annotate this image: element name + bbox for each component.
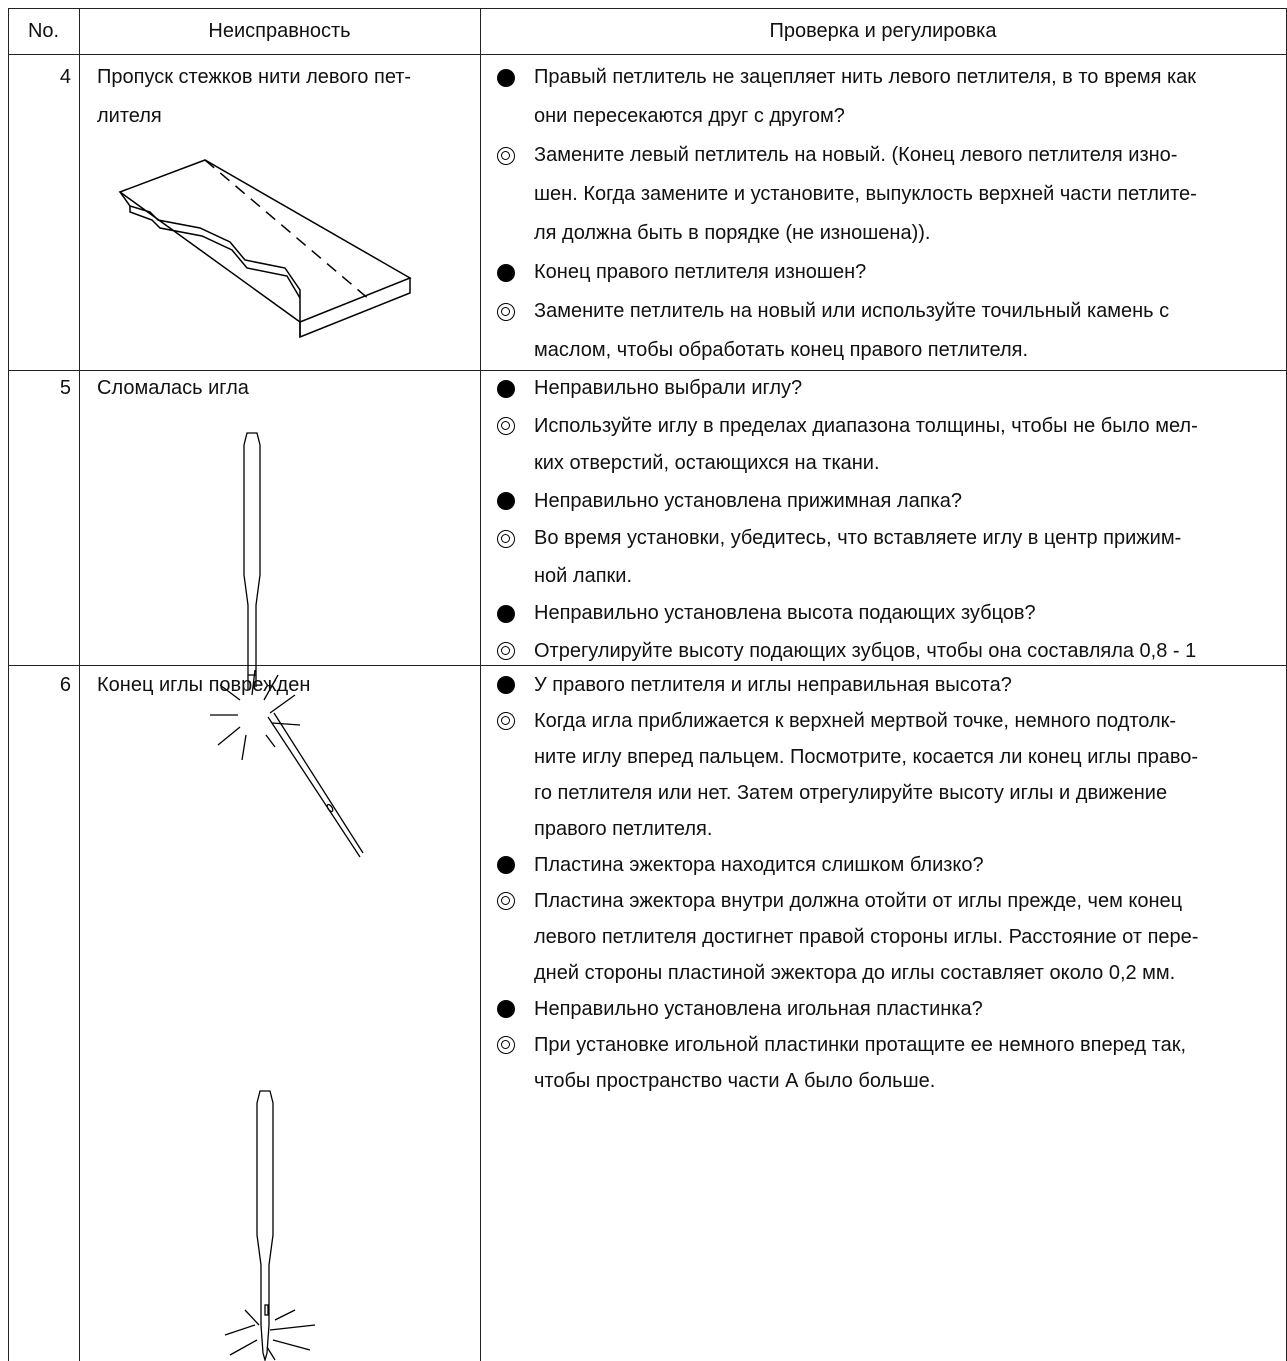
row-number: 4 [59,66,71,88]
check-cell: Неправильно выбрали иглу? Используйте игл… [480,370,1286,665]
bullet-fix [497,892,515,910]
problem-cell: Конец иглы поврежден [79,665,480,703]
check-line: Неправильно установлена прижимная лапка? [497,483,1278,521]
fix-line: ните иглу вперед пальцем. Посмотрите, ко… [534,746,1199,768]
problem-line: Конец иглы поврежден [97,674,311,696]
problem-line: лителя [97,105,162,127]
border [8,370,1287,371]
check-line: Пластина эжектора находится слишком близ… [497,847,1278,883]
fix-line: маслом, чтобы обработать конец правого п… [534,339,1029,361]
border [480,8,481,1361]
check-line: У правого петлителя и иглы неправильная … [497,667,1278,703]
border [8,665,1287,666]
fix-line: левого петлителя достигнет правой сторон… [534,926,1199,948]
check-line: Правый петлитель не зацепляет нить левог… [497,58,1278,97]
bullet-fix [497,1036,515,1054]
bullet-check [497,68,515,87]
problem-cell: Сломалась игла [79,370,480,408]
fix-line: При установке игольной пластинки протащи… [497,1027,1278,1063]
needle-damaged-illustration [224,1090,316,1361]
bullet-fix [497,302,515,321]
row-number: 6 [59,674,71,696]
fix-line: шен. Когда замените и установите, выпукл… [534,183,1197,205]
bullet-check [497,379,515,398]
border [8,54,1287,55]
check-line: Неправильно выбрали иглу? [497,370,1278,408]
fabric-illustration [118,159,412,339]
check-line: Неправильно установлена высота подающих … [497,595,1278,633]
header-cell: No. [27,20,60,42]
fix-line: Когда игла приближается к верхней мертво… [497,703,1278,739]
fix-line: Пластина эжектора внутри должна отойти о… [497,883,1278,919]
check-line: Конец правого петлителя изношен? [497,253,1278,292]
bullet-check [497,676,515,694]
border [8,8,1287,9]
bullet-check [497,856,515,874]
header-cell: Проверка и регулировка [769,20,997,42]
fix-line: ля должна быть в порядке (не изношена)). [534,222,931,244]
problem-cell: Пропуск стежков нити левого пет-лителя [79,54,480,136]
check-cell: Правый петлитель не зацепляет нить левог… [480,54,1286,370]
needle-broken-illustration [210,432,364,858]
fix-line: го петлителя или нет. Затем отрегулируйт… [534,782,1168,804]
check-line: Неправильно установлена игольная пластин… [497,991,1278,1027]
row-number: 5 [59,377,71,399]
fix-line: Во время установки, убедитесь, что встав… [497,520,1278,558]
bullet-fix [497,529,515,548]
check-line: они пересекаются друг с другом? [534,105,845,127]
bullet-fix [497,712,515,730]
problem-line: Сломалась игла [97,377,249,399]
fix-line: Используйте иглу в пределах диапазона то… [497,408,1278,446]
fix-line: ких отверстий, остающихся на ткани. [534,452,880,474]
fix-line: Замените левый петлитель на новый. (Коне… [497,136,1278,175]
fix-line: Отрегулируйте высоту подающих зубцов, чт… [497,633,1278,666]
fix-line: чтобы пространство части А было больше. [534,1070,936,1092]
fix-line: ной лапки. [534,564,632,587]
fix-line: правого петлителя. [534,818,713,840]
fix-line: дней стороны пластиной эжектора до иглы … [534,962,1176,984]
bullet-fix [497,642,515,661]
problem-line: Пропуск стежков нити левого пет- [97,66,412,88]
bullet-check [497,1000,515,1018]
bullet-fix [497,146,515,165]
fix-line: Замените петлитель на новый или использу… [497,292,1278,331]
bullet-check [497,263,515,282]
bullet-fix [497,417,515,436]
border [8,8,9,1361]
border [79,8,80,1361]
bullet-check [497,492,515,511]
check-cell: У правого петлителя и иглы неправильная … [480,665,1286,1361]
header-cell: Неисправность [208,20,351,42]
bullet-check [497,604,515,623]
